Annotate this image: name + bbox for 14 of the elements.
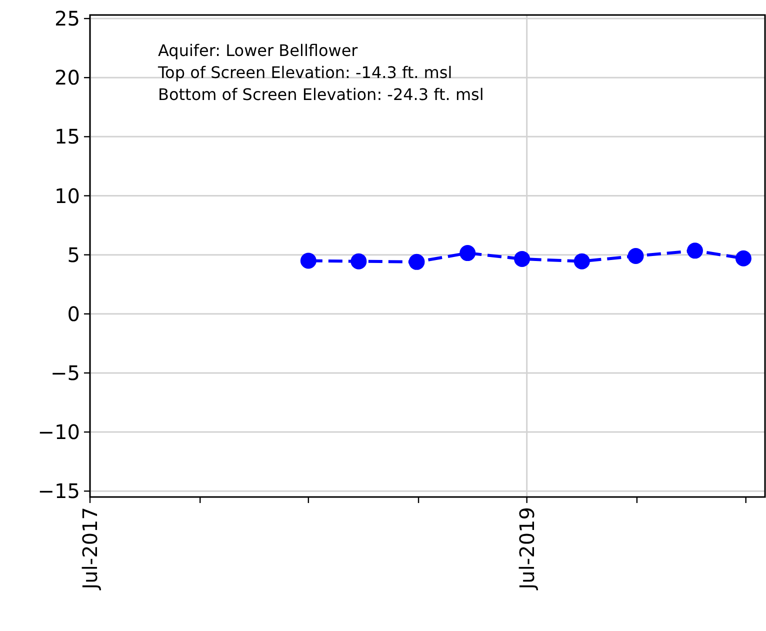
y-tick-label: 15 [54,124,80,149]
annotation: Bottom of Screen Elevation: -24.3 ft. msl [158,85,484,104]
annotation: Top of Screen Elevation: -14.3 ft. msl [157,63,452,82]
y-tick-label: 5 [67,242,80,267]
y-tick-label: 10 [54,184,80,208]
x-tick-label: Jul-2017 [78,507,102,592]
y-tick-label: 20 [54,66,80,90]
y-tick-label: −5 [50,360,80,385]
y-tick-label: 0 [67,302,80,326]
y-tick-label: −10 [38,420,80,444]
annotation: Aquifer: Lower Bellflower [158,41,358,60]
y-tick-label: −15 [38,479,80,504]
y-tick-label: 25 [54,6,80,31]
x-tick-label: Jul-2019 [514,507,539,592]
